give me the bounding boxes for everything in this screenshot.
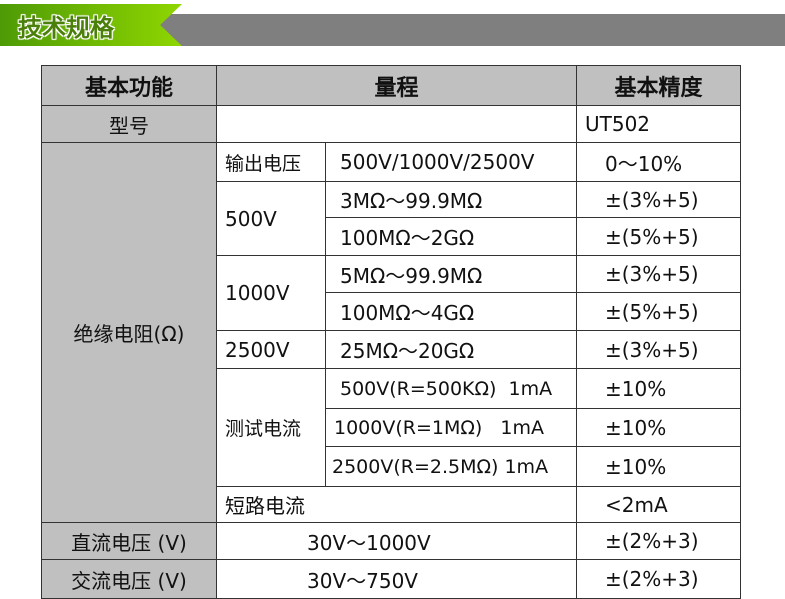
accuracy-cell: ±10% [576, 446, 741, 487]
range-cell: 5MΩ～99.9MΩ [325, 255, 577, 293]
dc-voltage-range: 30V～1000V [216, 522, 577, 560]
output-voltage-label: 输出电压 [216, 142, 326, 182]
section-title: 技术规格 [18, 14, 114, 42]
ac-voltage-accuracy: ±(2%+3) [576, 559, 741, 599]
header-function: 基本功能 [41, 65, 217, 106]
range-cell: 100MΩ～4GΩ [325, 292, 577, 331]
short-circuit-accuracy: <2mA [576, 486, 741, 523]
dc-voltage-label: 直流电压 (V) [41, 522, 217, 560]
accuracy-cell: ±(3%+5) [576, 181, 741, 218]
insulation-label: 绝缘电阻(Ω) [41, 142, 217, 523]
output-voltage-accuracy: 0～10% [576, 142, 741, 182]
ac-voltage-label: 交流电压 (V) [41, 559, 217, 599]
header-accuracy: 基本精度 [576, 65, 741, 106]
group-2500v-label: 2500V [216, 330, 326, 369]
header-range: 量程 [216, 65, 577, 106]
accuracy-cell: ±(5%+5) [576, 217, 741, 256]
dc-voltage-accuracy: ±(2%+3) [576, 522, 741, 560]
range-cell: 500V(R=500KΩ) 1mA [325, 368, 577, 409]
group-1000v-label: 1000V [216, 255, 326, 331]
ac-voltage-range: 30V～750V [216, 559, 577, 599]
range-cell: 2500V(R=2.5MΩ) 1mA [325, 446, 577, 487]
accuracy-cell: ±(3%+5) [576, 255, 741, 293]
accuracy-cell: ±(3%+5) [576, 330, 741, 369]
output-voltage-range: 500V/1000V/2500V [325, 142, 577, 182]
accuracy-cell: ±10% [576, 368, 741, 409]
range-cell: 100MΩ～2GΩ [325, 217, 577, 256]
model-value: UT502 [576, 105, 741, 143]
accuracy-cell: ±(5%+5) [576, 292, 741, 331]
banner-tab [0, 4, 182, 46]
test-current-label: 测试电流 [216, 368, 326, 487]
banner-bar [150, 14, 785, 46]
range-cell: 1000V(R=1MΩ) 1mA [325, 408, 577, 447]
short-circuit-label: 短路电流 [216, 486, 577, 523]
range-cell: 25MΩ～20GΩ [325, 330, 577, 369]
model-label: 型号 [41, 105, 217, 143]
accuracy-cell: ±10% [576, 408, 741, 447]
group-500v-label: 500V [216, 181, 326, 256]
model-range [216, 105, 577, 143]
range-cell: 3MΩ～99.9MΩ [325, 181, 577, 218]
